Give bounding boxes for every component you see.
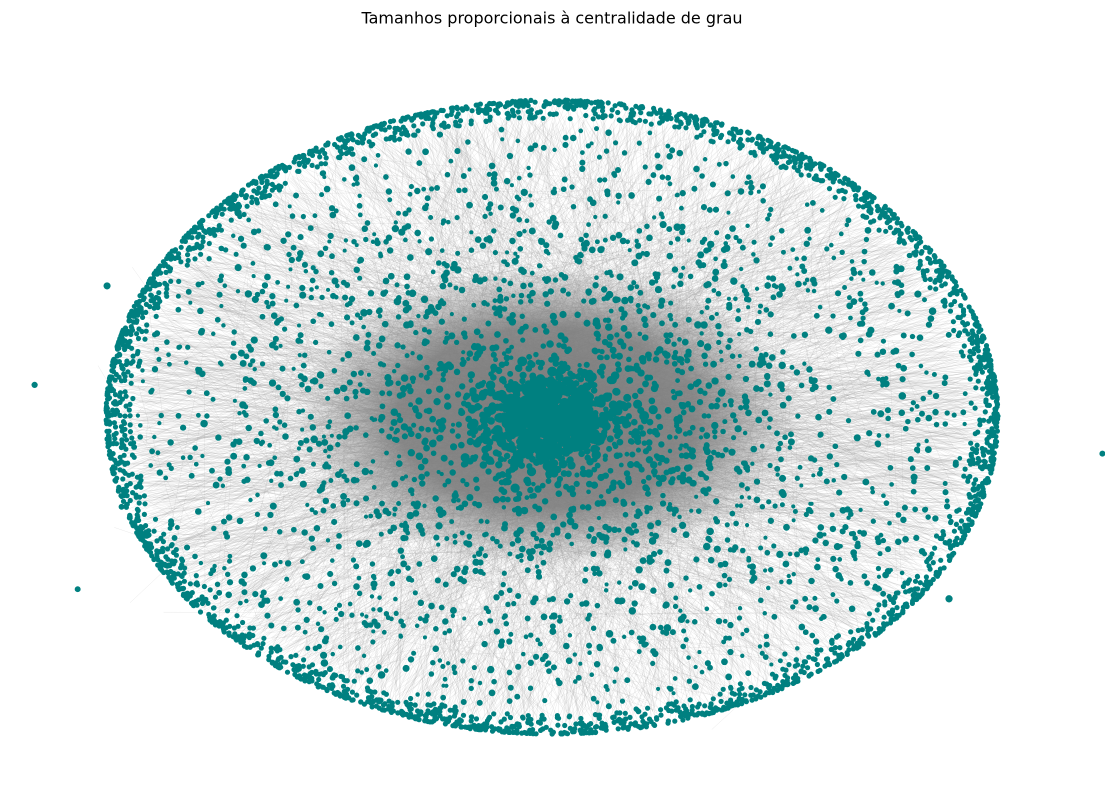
core-nodes [428,356,665,493]
graph [31,97,1105,737]
chart-title: Tamanhos proporcionais à centralidade de… [360,9,742,28]
